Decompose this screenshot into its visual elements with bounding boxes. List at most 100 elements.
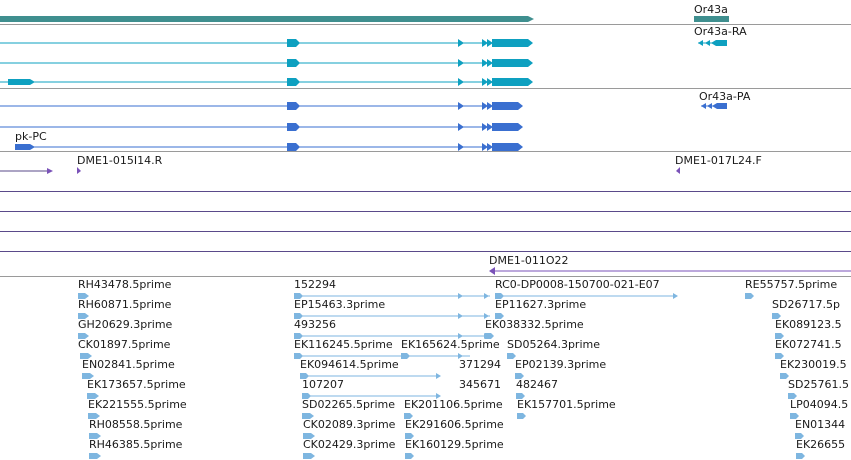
est-label: 493256 [294, 318, 336, 331]
est-label: EK230019.5 [780, 358, 847, 371]
est-label: RE55757.5prime [745, 278, 837, 291]
est-label: EK221555.5prime [88, 398, 187, 411]
transcript-label-or43a-ra: Or43a-RA [694, 25, 747, 38]
transcript-ra-2[interactable] [0, 59, 533, 67]
est-label: RH08558.5prime [89, 418, 183, 431]
est-feature[interactable] [302, 413, 314, 419]
est-feature[interactable] [294, 293, 490, 299]
est-label: RH43478.5prime [78, 278, 172, 291]
transcript-track-ra: Or43a-RA [0, 25, 747, 86]
est-label: 371294 [459, 358, 501, 371]
est-label: LP04094.5 [790, 398, 848, 411]
transcript-pa-1[interactable] [0, 102, 523, 110]
est-column-5: RE55757.5prime SD26717.5p EK089123.5 EK0… [745, 278, 849, 459]
est-label: EK160129.5prime [405, 438, 504, 451]
est-label: 482467 [516, 378, 558, 391]
est-label: EP02139.3prime [515, 358, 606, 371]
est-feature[interactable] [294, 353, 470, 359]
est-feature[interactable] [78, 333, 89, 339]
clone-marker-015i14[interactable] [77, 167, 81, 174]
transcript-label-pk-pc: pk-PC [15, 130, 47, 143]
track-separators [0, 24, 851, 277]
transcript-or43a-pa[interactable] [701, 103, 727, 109]
est-feature[interactable] [302, 393, 441, 399]
est-feature[interactable] [80, 353, 92, 359]
est-feature[interactable] [405, 433, 414, 439]
est-label: SD02265.5prime [302, 398, 395, 411]
est-feature[interactable] [515, 373, 524, 379]
gene-feature-or43a[interactable] [694, 16, 729, 22]
est-feature[interactable] [495, 313, 504, 319]
clone-label-015i14: DME1-015I14.R [77, 154, 163, 167]
est-label: EK116245.5prime [294, 338, 393, 351]
est-column-1: RH43478.5prime RH60871.5prime GH20629.3p… [78, 278, 187, 459]
transcript-or43a-ra[interactable] [698, 40, 727, 46]
est-feature[interactable] [517, 413, 526, 419]
est-label: 152294 [294, 278, 336, 291]
est-label: SD25761.5 [788, 378, 849, 391]
est-feature[interactable] [87, 393, 99, 399]
est-label: EK173657.5prime [87, 378, 186, 391]
est-feature[interactable] [78, 293, 89, 299]
transcript-track-pa: Or43a-PA pk-PC [0, 90, 751, 151]
est-label: RC0-DP0008-150700-021-E07 [495, 278, 660, 291]
est-feature[interactable] [294, 313, 490, 319]
est-feature[interactable] [303, 453, 315, 459]
est-feature[interactable] [796, 453, 805, 459]
clone-track: DME1-015I14.R DME1-017L24.F DME1-011O22 [0, 154, 851, 275]
clone-spanning-lines[interactable] [0, 191, 851, 252]
est-feature[interactable] [88, 413, 100, 419]
est-feature[interactable] [82, 373, 94, 379]
est-feature[interactable] [775, 353, 784, 359]
est-feature[interactable] [303, 433, 315, 439]
est-feature[interactable] [495, 293, 678, 299]
est-label: CK02429.3prime [303, 438, 396, 451]
est-feature[interactable] [790, 413, 799, 419]
est-track: RH43478.5prime RH60871.5prime GH20629.3p… [78, 278, 849, 459]
est-label: EN02841.5prime [82, 358, 175, 371]
est-label: EK157701.5prime [517, 398, 616, 411]
est-feature[interactable] [795, 433, 804, 439]
est-label: EK038332.5prime [485, 318, 584, 331]
clone-label-017l24: DME1-017L24.F [675, 154, 762, 167]
est-feature[interactable] [507, 353, 516, 359]
transcript-pa-2[interactable] [0, 123, 523, 131]
est-feature[interactable] [404, 413, 413, 419]
est-label: 107207 [302, 378, 344, 391]
est-label: SD05264.3prime [507, 338, 600, 351]
est-label: EK26655 [796, 438, 845, 451]
est-feature[interactable] [485, 333, 494, 339]
gene-feature-left[interactable] [0, 16, 534, 22]
est-feature[interactable] [788, 393, 797, 399]
est-feature[interactable] [401, 353, 410, 359]
transcript-ra-3[interactable] [0, 78, 533, 86]
est-feature[interactable] [405, 453, 414, 459]
est-feature[interactable] [775, 333, 784, 339]
est-feature[interactable] [516, 393, 525, 399]
est-label: EK094614.5prime [300, 358, 399, 371]
est-column-2: 152294 EP15463.3prime 493256 EK1 [294, 278, 490, 459]
est-label: EK089123.5 [775, 318, 842, 331]
clone-marker-017l24[interactable] [676, 167, 680, 174]
est-label: EP15463.3prime [294, 298, 385, 311]
est-feature[interactable] [89, 453, 101, 459]
est-label: CK02089.3prime [303, 418, 396, 431]
est-feature[interactable] [89, 433, 101, 439]
transcript-pk-pc[interactable] [15, 143, 523, 151]
est-label: EN01344 [795, 418, 845, 431]
est-feature[interactable] [300, 373, 441, 379]
est-feature[interactable] [78, 313, 89, 319]
est-column-4: RC0-DP0008-150700-021-E07 EP11627.3prime… [485, 278, 678, 419]
transcript-label-or43a-pa: Or43a-PA [699, 90, 751, 103]
est-label: CK01897.5prime [78, 338, 171, 351]
est-label: SD26717.5p [772, 298, 840, 311]
est-feature[interactable] [780, 373, 789, 379]
est-feature[interactable] [772, 313, 781, 319]
est-label: RH60871.5prime [78, 298, 172, 311]
est-label: GH20629.3prime [78, 318, 173, 331]
est-column-3: EK165624.5prime 371294 345671 EK201106.5… [401, 338, 504, 459]
est-label: EK291606.5prime [405, 418, 504, 431]
est-feature[interactable] [745, 293, 754, 299]
transcript-ra-1[interactable] [0, 39, 533, 47]
